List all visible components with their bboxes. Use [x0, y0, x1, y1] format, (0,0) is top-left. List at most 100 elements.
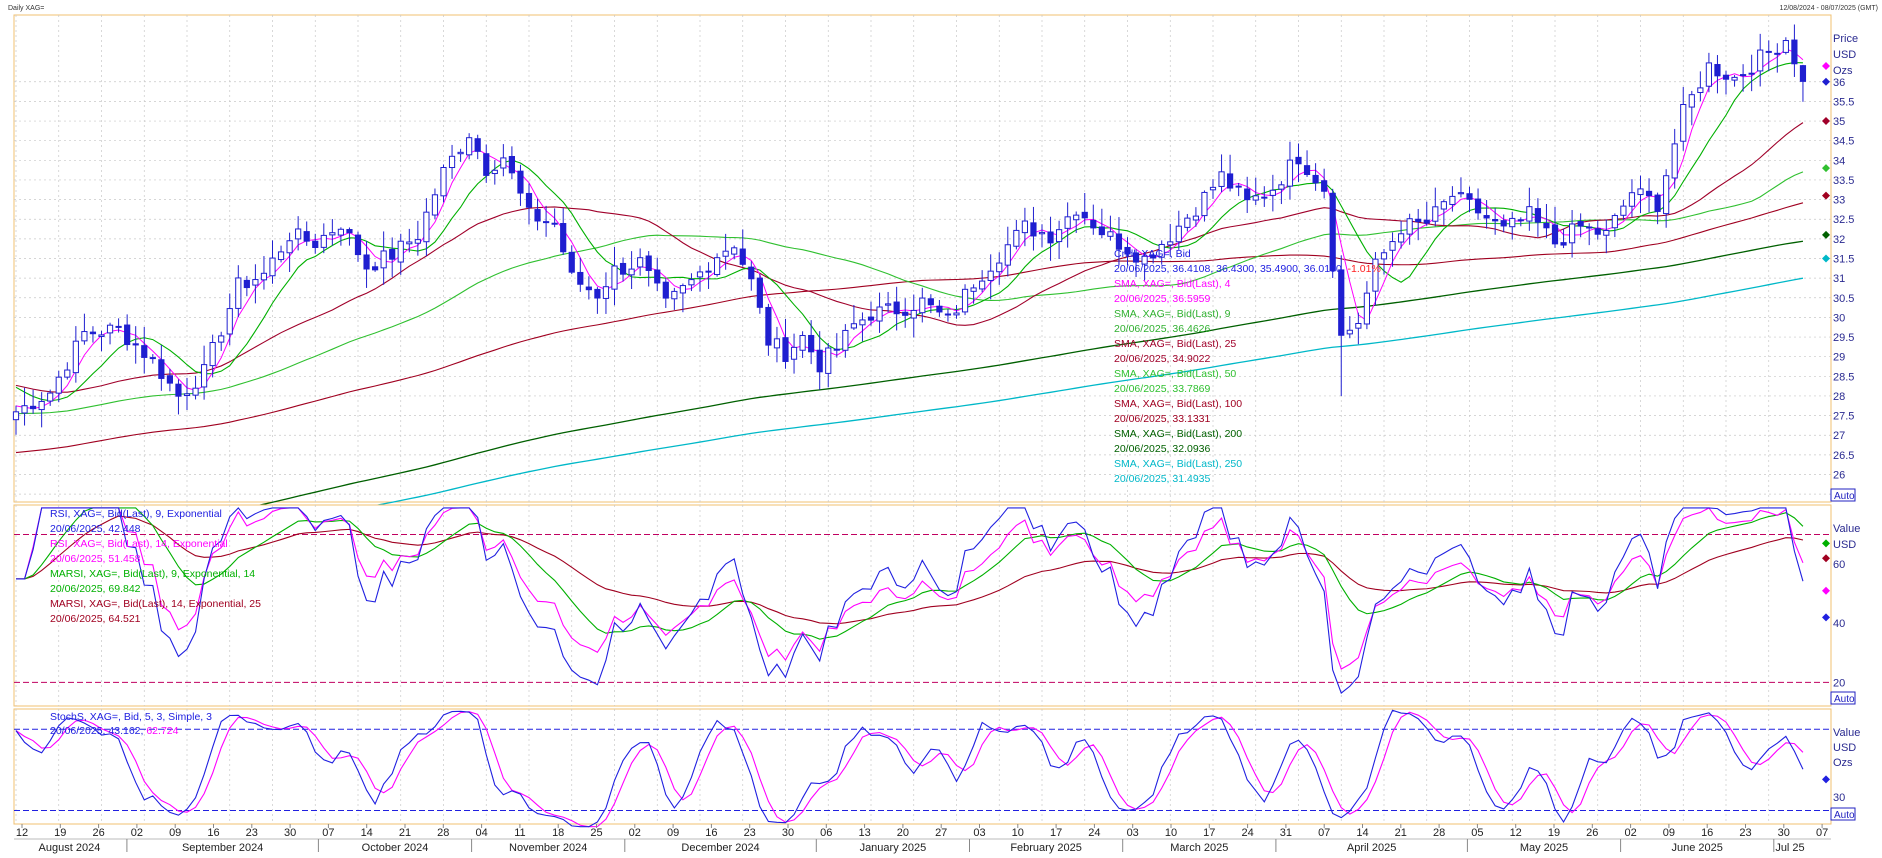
price-legend-name: SMA, XAG=, Bid(Last), 50 — [1114, 368, 1236, 380]
marsi-9-line — [16, 507, 1804, 640]
x-day-tick-label: 17 — [1050, 827, 1062, 839]
candle-body — [260, 272, 268, 281]
candle-body — [885, 303, 892, 306]
candle-body — [1209, 186, 1217, 191]
stoch-auto-button[interactable] — [1830, 807, 1856, 821]
candle-body — [850, 323, 857, 329]
x-day-tick-label: 30 — [1778, 827, 1790, 839]
candle-body — [1637, 188, 1644, 196]
x-day-tick-label: 10 — [1165, 827, 1177, 839]
candle-body — [765, 306, 772, 346]
rsi-last-marker — [1822, 539, 1830, 548]
candle-body — [1611, 215, 1618, 229]
candle-body — [141, 345, 148, 358]
candle-body — [1329, 192, 1336, 272]
candle-body — [1492, 218, 1499, 222]
price-last-marker — [1822, 230, 1830, 239]
candle-body — [722, 250, 729, 257]
stoch-auto-label[interactable]: Auto — [1834, 810, 1855, 821]
candle-body — [500, 157, 507, 169]
x-day-tick-label: 16 — [1701, 827, 1713, 839]
price-auto-label[interactable]: Auto — [1834, 491, 1855, 502]
candle-body — [611, 265, 618, 290]
candle-body — [1645, 190, 1653, 197]
candle-body — [1628, 192, 1636, 207]
x-day-tick-label: 02 — [629, 827, 641, 839]
candle-body — [970, 287, 977, 292]
candle-body — [876, 306, 883, 322]
candle-body — [1167, 241, 1174, 246]
price-legend-value: 20/06/2025, 34.9022 — [1114, 353, 1211, 365]
candle-body — [1090, 219, 1097, 229]
rsi-legend-value: 20/06/2025, 64.521 — [50, 613, 141, 625]
candle-body — [833, 348, 840, 351]
price-last-marker — [1822, 77, 1830, 86]
candle-body — [696, 271, 704, 278]
candle-body — [1569, 223, 1576, 244]
candle-body — [1064, 216, 1071, 229]
candle-body — [936, 305, 943, 313]
stoch-panel-frame — [13, 708, 1832, 825]
candle-body — [1654, 194, 1661, 212]
candle-body — [1782, 40, 1789, 53]
candle-body — [543, 221, 550, 224]
candle-body — [183, 393, 191, 396]
price-auto-button[interactable] — [1830, 488, 1856, 502]
price-y-tick-label: 32 — [1833, 234, 1845, 246]
rsi-legend-value: 20/06/2025, 51.458 — [50, 553, 141, 565]
candle-body — [1278, 184, 1285, 190]
price-legend-value: 20/06/2025, 33.1331 — [1114, 413, 1211, 425]
rsi-auto-button[interactable] — [1830, 691, 1856, 705]
candle-body — [1150, 254, 1157, 259]
candle-body — [1175, 225, 1182, 243]
x-day-tick-label: 12 — [16, 827, 28, 839]
candle-body — [1218, 171, 1225, 187]
candle-body — [1201, 191, 1208, 217]
stoch-legend-value: 20/06/2025, 43.162, — [50, 725, 146, 737]
price-y-tick-label: 34.5 — [1833, 136, 1854, 148]
x-day-tick-label: 09 — [667, 827, 679, 839]
candle-body — [568, 251, 575, 273]
candle-body — [1312, 174, 1319, 184]
x-day-tick-label: 14 — [361, 827, 373, 839]
candle-body — [1073, 214, 1080, 221]
candle-body — [1731, 76, 1738, 81]
price-y-tick-label: 27.5 — [1833, 411, 1854, 423]
x-day-tick-label: 02 — [1624, 827, 1636, 839]
candle-body — [662, 281, 669, 299]
candle-body — [98, 334, 105, 337]
candle-body — [996, 262, 1003, 273]
price-legend-name: SMA, XAG=, Bid(Last), 100 — [1114, 398, 1242, 410]
candle-body — [1380, 252, 1388, 260]
candle-body — [645, 255, 652, 271]
rsi-last-marker — [1822, 613, 1830, 622]
candle-body — [1098, 226, 1105, 236]
candle-body — [1680, 104, 1687, 142]
price-last-marker — [1822, 191, 1830, 200]
x-month-label: February 2025 — [1010, 842, 1082, 854]
candle-body — [457, 151, 464, 155]
candle-body — [842, 329, 849, 351]
rsi-y-tick-label: 20 — [1833, 677, 1845, 689]
candle-body — [1406, 218, 1413, 235]
candle-body — [1346, 329, 1353, 335]
rsi-auto-label[interactable]: Auto — [1834, 694, 1855, 705]
x-day-tick-label: 09 — [1663, 827, 1675, 839]
x-day-tick-label: 16 — [207, 827, 219, 839]
rsi-legend-value: 20/06/2025, 69.842 — [50, 583, 141, 595]
candle-body — [226, 308, 233, 335]
x-month-label: August 2024 — [39, 842, 101, 854]
x-month-label: January 2025 — [860, 842, 927, 854]
price-legend-value: 20/06/2025, 32.0936 — [1114, 443, 1211, 455]
marsi-14-line — [16, 515, 1804, 625]
candle-body — [1261, 196, 1268, 199]
candle-body — [12, 411, 20, 421]
price-y-tick-label: 28 — [1833, 391, 1845, 403]
x-month-label: June 2025 — [1672, 842, 1723, 854]
price-y-tick-label: 30.5 — [1833, 293, 1854, 305]
price-y-tick-label: 34 — [1833, 155, 1845, 167]
candle-body — [919, 297, 926, 314]
candle-body — [243, 279, 250, 289]
candle-body — [175, 383, 182, 397]
rsi-y-tick-label: 40 — [1833, 618, 1845, 630]
